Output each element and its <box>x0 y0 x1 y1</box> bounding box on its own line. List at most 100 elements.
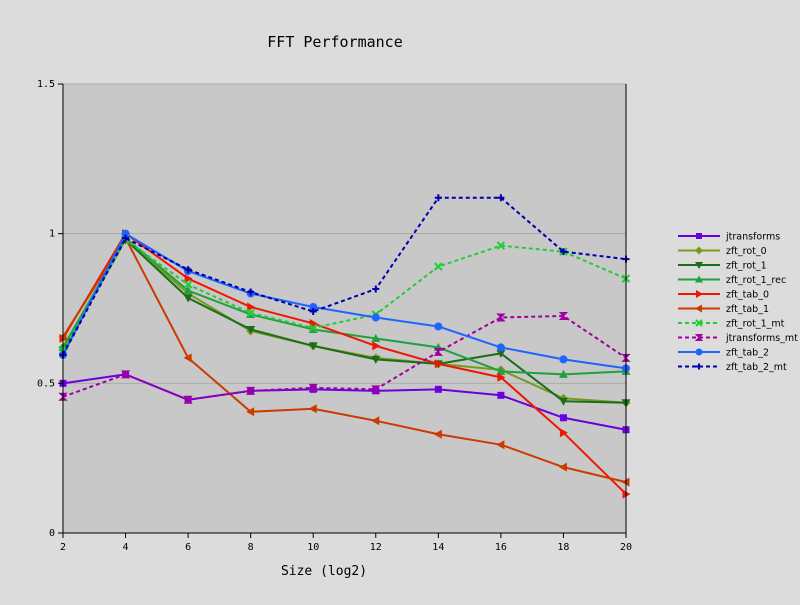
data-point <box>183 294 193 303</box>
data-point <box>183 353 192 363</box>
data-point <box>496 440 505 450</box>
x-tick-label: 6 <box>185 542 191 553</box>
x-tick-label: 2 <box>60 542 66 553</box>
data-point <box>371 385 381 394</box>
series-line <box>62 232 627 495</box>
legend-entry: jtransforms_mt <box>678 333 798 344</box>
data-point <box>308 383 318 392</box>
legend-marker <box>696 233 702 239</box>
data-point <box>183 280 193 289</box>
legend-marker <box>694 334 704 341</box>
data-point <box>434 359 443 369</box>
legend-label: zft_rot_1 <box>726 261 767 272</box>
data-point <box>558 462 567 472</box>
data-point <box>496 313 506 322</box>
legend-marker <box>695 262 703 269</box>
data-point <box>372 341 381 351</box>
data-point <box>371 313 380 322</box>
data-point <box>496 349 506 358</box>
series-line <box>62 232 627 370</box>
data-point <box>122 234 130 242</box>
tick-labels: 0 0.5 1 1.5 2 4 6 8 10 12 14 16 18 20 <box>37 79 632 553</box>
data-point <box>308 404 317 414</box>
data-point <box>247 288 255 296</box>
data-point <box>496 343 505 352</box>
y-tick-label: 0 <box>49 528 55 539</box>
x-tick-label: 4 <box>123 542 129 553</box>
legend-marker <box>695 319 703 327</box>
data-point <box>433 347 444 356</box>
legend-entry: zft_tab_0 <box>678 290 769 301</box>
data-point <box>559 414 567 422</box>
legend-label: zft_tab_2_mt <box>726 362 787 373</box>
legend-marker <box>695 275 703 283</box>
axes <box>62 84 627 534</box>
legend-entry: zft_rot_1 <box>678 261 767 272</box>
data-point <box>434 194 442 202</box>
series-lines <box>58 194 631 499</box>
legend-entry: zft_tab_2_mt <box>678 362 787 373</box>
data-point <box>308 342 318 351</box>
data-point <box>434 322 443 331</box>
legend-label: jtransforms <box>725 232 780 243</box>
data-point <box>121 229 130 238</box>
legend-label: zft_rot_1_rec <box>726 275 786 286</box>
x-tick-label: 10 <box>307 542 319 553</box>
data-point <box>246 308 255 318</box>
data-point <box>309 323 318 333</box>
legend-entry: zft_tab_1 <box>678 304 769 315</box>
data-point <box>246 407 255 417</box>
data-point <box>371 355 381 364</box>
y-tick-label: 1.5 <box>37 79 55 90</box>
legend-marker <box>696 290 703 298</box>
x-tick-label: 14 <box>432 542 444 553</box>
series-zft-tab-2-mt <box>59 194 630 359</box>
x-tick-label: 20 <box>620 542 632 553</box>
legend-entry: zft_rot_0 <box>678 246 767 257</box>
x-tick-label: 16 <box>495 542 507 553</box>
data-point <box>247 302 256 312</box>
data-point <box>183 395 193 404</box>
legend-marker <box>695 304 702 313</box>
data-point <box>558 311 569 320</box>
legend-label: zft_tab_1 <box>726 304 769 315</box>
chart-title: FFT Performance <box>267 33 402 51</box>
data-point <box>558 397 568 406</box>
data-point <box>559 355 568 364</box>
legend-label: zft_rot_0 <box>726 246 767 257</box>
legend-label: zft_rot_1_mt <box>726 319 785 330</box>
y-tick-label: 0.5 <box>37 378 55 389</box>
data-point <box>184 274 193 284</box>
plot-area-background <box>63 84 626 533</box>
x-axis-label: Size (log2) <box>281 564 367 579</box>
legend-entry: zft_rot_1_rec <box>678 275 786 286</box>
data-point <box>496 241 506 250</box>
data-point <box>246 325 256 334</box>
data-point <box>433 429 442 439</box>
legend: jtransforms zft_rot_0 zft_rot_1 zft_rot_1_r… <box>678 232 798 373</box>
legend-marker <box>695 348 703 356</box>
data-point <box>558 369 568 378</box>
x-tick-label: 8 <box>248 542 254 553</box>
series-jtransforms-mt <box>58 311 631 404</box>
data-point <box>371 416 380 426</box>
data-point <box>309 303 318 312</box>
legend-label: zft_tab_2 <box>726 348 769 359</box>
series-line <box>62 314 627 401</box>
data-point <box>372 285 380 293</box>
data-point <box>184 266 192 274</box>
data-point <box>120 370 131 379</box>
data-point <box>309 307 317 315</box>
data-point <box>559 428 568 438</box>
legend-marker <box>696 363 702 370</box>
data-point <box>496 366 506 375</box>
series-line <box>62 238 627 404</box>
x-tick-label: 18 <box>557 542 569 553</box>
legend-label: jtransforms_mt <box>725 333 798 344</box>
x-tick-label: 12 <box>370 542 382 553</box>
data-point <box>497 391 505 399</box>
series-line <box>62 238 627 351</box>
legend-label: zft_tab_0 <box>726 290 769 301</box>
data-point <box>497 194 505 202</box>
